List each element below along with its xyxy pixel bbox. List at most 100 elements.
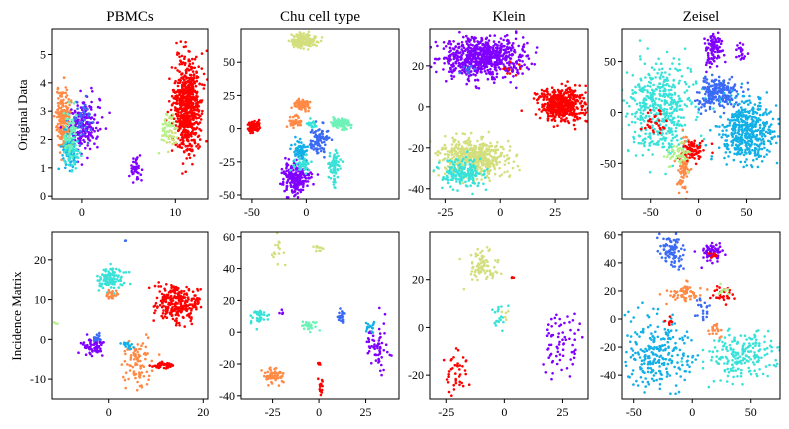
scatter-point (253, 122, 256, 126)
scatter-point (550, 118, 554, 122)
scatter-point (652, 83, 655, 87)
scatter-point (467, 136, 471, 140)
scatter-point (187, 68, 190, 71)
scatter-point (184, 61, 187, 65)
scatter-point (477, 51, 480, 55)
scatter-point (290, 190, 294, 193)
scatter-point (668, 67, 672, 71)
scatter-point (468, 168, 472, 172)
scatter-point (516, 164, 520, 168)
x-tick-label: 0 (79, 205, 85, 219)
scatter-point (195, 121, 199, 124)
scatter-point (502, 57, 505, 60)
scatter-point (183, 96, 186, 99)
scatter-point (76, 152, 79, 156)
scatter-point (299, 162, 302, 166)
scatter-point (670, 98, 674, 102)
scatter-point (98, 98, 102, 102)
scatter-point (186, 111, 190, 114)
scatter-point (178, 55, 181, 59)
scatter-point (450, 172, 453, 176)
scatter-point (490, 62, 494, 65)
scatter-point (309, 117, 312, 120)
scatter-point (307, 168, 311, 172)
scatter-point (677, 119, 680, 123)
scatter-point (501, 44, 505, 48)
scatter-point (451, 188, 455, 191)
scatter-point (569, 112, 572, 115)
scatter-point (677, 94, 680, 98)
scatter-point (482, 156, 485, 160)
scatter-point (624, 115, 628, 118)
scatter-point (550, 108, 553, 111)
scatter-point (330, 138, 334, 141)
scatter-point (196, 75, 200, 79)
scatter-point (704, 92, 707, 96)
scatter-point (290, 119, 294, 123)
scatter-point (562, 118, 565, 122)
scatter-point (516, 71, 520, 74)
scatter-point (720, 98, 724, 101)
scatter-point (314, 140, 317, 144)
scatter-point (328, 161, 331, 165)
scatter-point (302, 181, 305, 185)
scatter-point (651, 103, 655, 106)
scatter-point (467, 154, 470, 157)
scatter-point (163, 126, 167, 129)
scatter-point (584, 103, 588, 106)
scatter-point (59, 128, 62, 131)
scatter-point (313, 124, 317, 128)
scatter-point (537, 97, 540, 101)
scatter-point (687, 96, 691, 100)
scatter-point (476, 45, 479, 48)
scatter-point (569, 105, 572, 109)
scatter-point (553, 110, 557, 114)
scatter-point (453, 146, 456, 150)
scatter-point (90, 100, 93, 104)
scatter-point (480, 137, 484, 141)
scatter-point (434, 152, 437, 155)
scatter-point (187, 49, 190, 53)
scatter-point (696, 98, 699, 102)
scatter-point (76, 156, 80, 159)
scatter-point (674, 126, 678, 130)
scatter-point (456, 189, 459, 192)
scatter-point (558, 97, 561, 101)
scatter-point (565, 96, 568, 100)
scatter-point (546, 101, 550, 105)
scatter-point (176, 53, 179, 56)
scatter-point (512, 75, 515, 78)
scatter-point (648, 115, 651, 118)
scatter-point (188, 122, 192, 126)
scatter-point (190, 124, 193, 128)
scatter-point (178, 70, 181, 73)
scatter-point (667, 142, 671, 145)
scatter-point (671, 133, 674, 136)
scatter-point (469, 177, 472, 180)
scatter-point (299, 154, 302, 157)
scatter-point (168, 116, 171, 120)
scatter-point (323, 140, 326, 144)
scatter-point (496, 141, 499, 144)
scatter-point (78, 113, 81, 117)
scatter-point (662, 89, 665, 93)
scatter-point (295, 168, 298, 171)
scatter-point (186, 106, 190, 110)
scatter-point (247, 123, 251, 126)
scatter-point (185, 157, 188, 160)
scatter-point (56, 90, 59, 94)
scatter-point (449, 42, 453, 46)
scatter-point (305, 166, 309, 170)
scatter-point (70, 160, 73, 163)
scatter-point (286, 163, 290, 167)
scatter-point (507, 50, 511, 54)
scatter-point (627, 123, 631, 127)
scatter-point (462, 171, 466, 175)
scatter-point (485, 147, 489, 150)
scatter-point (82, 114, 85, 117)
scatter-point (333, 174, 336, 178)
scatter-point (172, 101, 175, 105)
scatter-point (88, 121, 91, 124)
scatter-point (459, 66, 463, 69)
scatter-point (70, 155, 73, 158)
